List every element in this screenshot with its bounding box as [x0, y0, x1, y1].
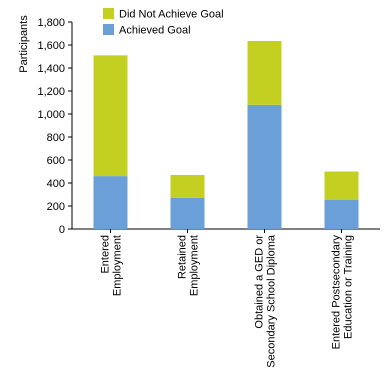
y-tick-label: 1,600 [37, 40, 65, 52]
legend-label-0: Did Not Achieve Goal [119, 9, 224, 21]
bar-achieved-0 [93, 176, 128, 229]
x-category-label-0: Entered [100, 235, 112, 274]
y-tick-label: 200 [47, 201, 65, 213]
bar-achieved-2 [247, 104, 282, 229]
x-category-label-2: Obtained a GED or [254, 235, 266, 329]
chart-legend: Did Not Achieve Goal Achieved Goal [103, 8, 224, 37]
y-tick-label: 1,000 [37, 109, 65, 121]
y-tick-label: 1,800 [37, 17, 65, 29]
y-tick-label: 1,200 [37, 86, 65, 98]
x-category-label-3: Entered Postsecondary [331, 235, 343, 350]
legend-label-1: Achieved Goal [119, 25, 191, 37]
y-tick-label: 800 [47, 132, 65, 144]
y-tick-label: 600 [47, 155, 65, 167]
chart-axes: 0 200 400 600 800 1,000 1,200 1,400 1,600 1,800 [37, 17, 380, 236]
bar-not-achieved-1 [170, 174, 205, 198]
bar-achieved-1 [170, 197, 205, 229]
category-labels: Entered Employment Retained Employment Obtai… [100, 234, 355, 368]
x-category-label-2: Secondary School Diploma [266, 234, 278, 368]
y-tick-label: 400 [47, 178, 65, 190]
x-category-label-0: Employment [112, 235, 124, 296]
bar-not-achieved-3 [324, 171, 359, 200]
bar-not-achieved-2 [247, 40, 282, 105]
y-axis-title: Participants [18, 15, 30, 73]
y-tick-label: 1,400 [37, 63, 65, 75]
bar-not-achieved-0 [93, 55, 128, 177]
x-category-label-3: Education or Training [343, 235, 355, 339]
x-category-label-1: Employment [189, 235, 201, 296]
bar-achieved-3 [324, 199, 359, 229]
chart-bars [93, 40, 359, 229]
y-tick-label: 0 [59, 224, 65, 236]
legend-swatch-0 [103, 8, 114, 19]
legend-swatch-1 [103, 24, 114, 35]
x-category-label-1: Retained [177, 235, 189, 279]
